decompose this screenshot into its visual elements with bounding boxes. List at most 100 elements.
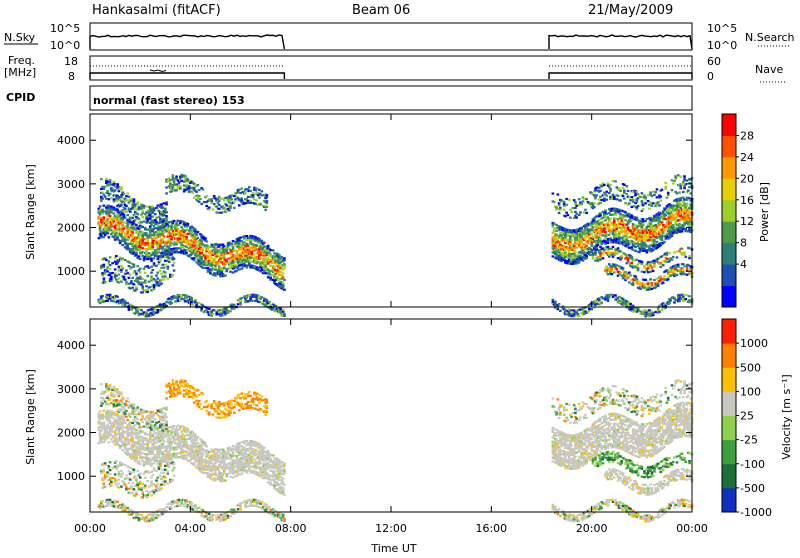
power-cell — [677, 264, 680, 266]
power-cell — [165, 203, 168, 205]
power-cell — [227, 312, 230, 314]
power-cell — [244, 192, 247, 194]
power-cell — [136, 201, 139, 203]
power-cell — [610, 221, 613, 223]
power-cell — [146, 275, 149, 277]
power-cell — [138, 312, 141, 314]
power-cell — [148, 234, 151, 236]
power-cell — [599, 246, 602, 248]
power-cell — [585, 257, 588, 259]
velocity-cell — [103, 415, 106, 417]
power-cell — [183, 184, 186, 186]
power-cell — [153, 228, 156, 230]
power-cell — [651, 205, 654, 207]
power-cell — [128, 196, 131, 198]
power-cell — [652, 249, 655, 251]
power-cell — [110, 211, 113, 213]
power-cell — [135, 208, 138, 210]
power-cell — [554, 247, 557, 249]
power-cell — [232, 254, 235, 256]
velocity-cell — [114, 432, 117, 434]
velocity-cell — [116, 414, 119, 416]
power-cell — [282, 276, 285, 278]
velocity-cell — [153, 443, 156, 445]
power-cell — [283, 313, 286, 315]
velocity-cell — [151, 451, 154, 453]
power-cell — [267, 262, 270, 264]
power-cell — [256, 248, 259, 250]
power-cell — [227, 198, 230, 200]
noise-tick-right-low: 10^0 — [707, 39, 737, 52]
power-cell — [590, 233, 593, 235]
power-cell — [164, 256, 167, 258]
power-cell — [229, 259, 232, 261]
power-cell — [104, 220, 107, 222]
power-cell — [642, 218, 645, 220]
power-cell — [671, 235, 674, 237]
power-cell — [108, 198, 111, 200]
power-cell — [661, 235, 664, 237]
power-cell — [268, 270, 271, 272]
power-cell — [118, 281, 121, 283]
power-cell — [661, 237, 664, 239]
velocity-cell — [135, 429, 138, 431]
velocity-cell — [128, 443, 131, 445]
power-cell — [554, 302, 557, 304]
power-cell — [656, 241, 659, 243]
velocity-cell — [135, 457, 138, 459]
power-cell — [251, 253, 254, 255]
velocity-cell — [123, 419, 126, 421]
power-cell — [653, 263, 656, 265]
power-cell — [641, 261, 644, 263]
power-cell — [125, 269, 128, 271]
velocity-cell — [141, 460, 144, 462]
power-cell — [671, 258, 674, 260]
freq-trace — [90, 66, 692, 79]
power-cell — [631, 308, 634, 310]
power-cell — [106, 190, 109, 192]
power-cell — [115, 275, 118, 277]
velocity-cell — [161, 451, 164, 453]
power-cell — [557, 308, 560, 310]
power-cell — [141, 239, 144, 241]
power-cell — [145, 234, 148, 236]
power-cell — [124, 238, 127, 240]
power-cell — [676, 274, 679, 276]
power-cell — [145, 205, 148, 207]
power-cell — [617, 195, 620, 197]
power-cell — [111, 188, 114, 190]
power-cell — [652, 312, 655, 314]
power-cell — [569, 255, 572, 257]
power-cell — [681, 230, 684, 232]
power-cell — [252, 196, 255, 198]
power-cell — [607, 238, 610, 240]
power-cell — [558, 241, 561, 243]
power-cell — [578, 246, 581, 248]
power-cell — [154, 308, 157, 310]
power-cell — [165, 186, 168, 188]
power-cell — [568, 199, 571, 201]
power-cell — [146, 236, 149, 238]
power-cell — [610, 294, 613, 296]
power-cell — [178, 230, 181, 232]
power-cell — [553, 230, 556, 232]
power-cell — [617, 247, 620, 249]
power-cell — [163, 278, 166, 280]
power-cell — [664, 182, 667, 184]
power-cell — [207, 249, 210, 251]
power-cell — [146, 256, 149, 258]
power-cell — [104, 230, 107, 232]
power-cell — [664, 214, 667, 216]
power-cell — [602, 221, 605, 223]
power-cell — [643, 194, 646, 196]
velocity-cell — [163, 436, 166, 438]
power-cell — [241, 268, 244, 270]
velocity-cell — [151, 453, 154, 455]
power-cell — [125, 281, 128, 283]
power-cell — [684, 298, 687, 300]
power-cell — [175, 243, 178, 245]
power-cell — [133, 266, 136, 268]
velocity-cell — [168, 430, 171, 432]
power-cell — [184, 300, 187, 302]
velocity-cell — [119, 447, 122, 449]
